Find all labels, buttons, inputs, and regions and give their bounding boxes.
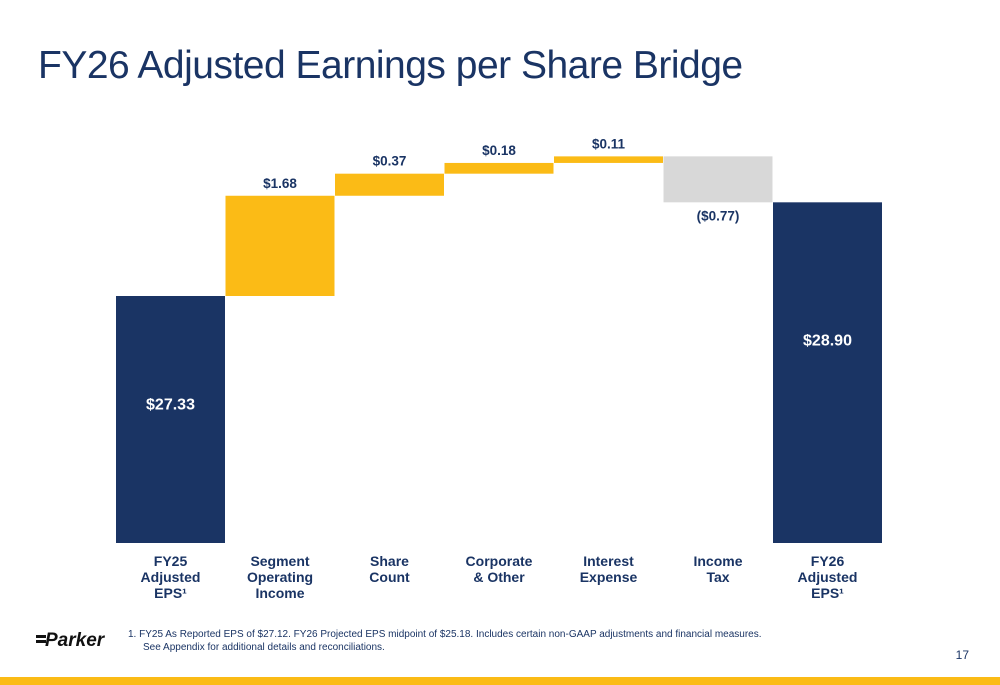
bar-4 (554, 156, 663, 163)
page-title: FY26 Adjusted Earnings per Share Bridge (38, 44, 743, 87)
category-label-0: FY25 Adjusted EPS¹ (140, 553, 201, 601)
footnote: 1. FY25 As Reported EPS of $27.12. FY26 … (128, 628, 762, 654)
category-label-4: Interest Expense (579, 553, 638, 585)
data-label-4: $0.11 (592, 136, 626, 151)
bar-2 (335, 173, 444, 196)
data-label-3: $0.18 (482, 143, 516, 158)
logo-text: Parker (45, 630, 106, 651)
category-label-6: FY26 Adjusted EPS¹ (797, 553, 858, 601)
waterfall-chart: $27.33 $1.68 $0.37 $0.18 $0.11 ($0.77) $28.90 (116, 136, 882, 543)
data-label-5: ($0.77) (697, 208, 740, 223)
bottom-accent-bar (0, 677, 1000, 685)
bar-6 (773, 202, 882, 543)
parker-logo: Parker (36, 622, 114, 655)
footnote-line-1: 1. FY25 As Reported EPS of $27.12. FY26 … (128, 629, 762, 640)
bar-0 (116, 296, 225, 543)
bar-3 (444, 162, 554, 174)
category-label-3: Corporate & Other (465, 553, 533, 585)
data-label-2: $0.37 (373, 154, 407, 169)
footnote-line-2: See Appendix for additional details and … (143, 642, 385, 653)
data-label-0: $27.33 (146, 397, 195, 414)
data-label-6: $28.90 (803, 332, 852, 349)
category-label-2: Share Count (369, 553, 410, 585)
category-label-1: Segment Operating Income (246, 553, 314, 601)
category-label-5: Income Tax (693, 553, 743, 585)
bar-1 (225, 195, 335, 296)
bar-5 (663, 156, 773, 203)
data-label-1: $1.68 (263, 176, 297, 191)
page-number: 17 (955, 648, 969, 662)
